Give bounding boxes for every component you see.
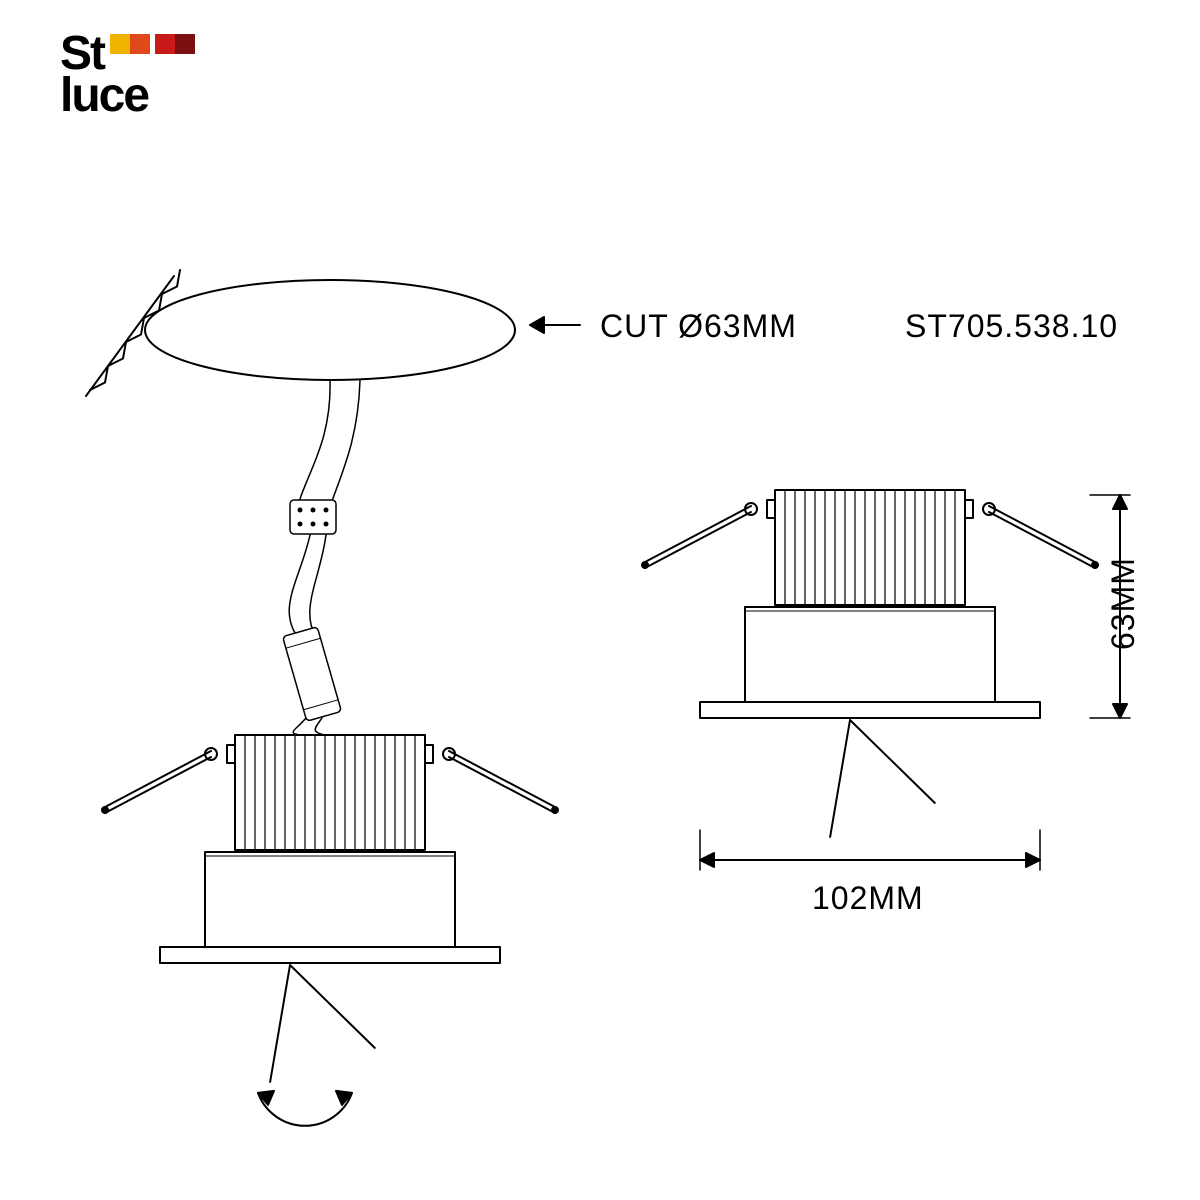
technical-diagram	[0, 0, 1200, 1200]
